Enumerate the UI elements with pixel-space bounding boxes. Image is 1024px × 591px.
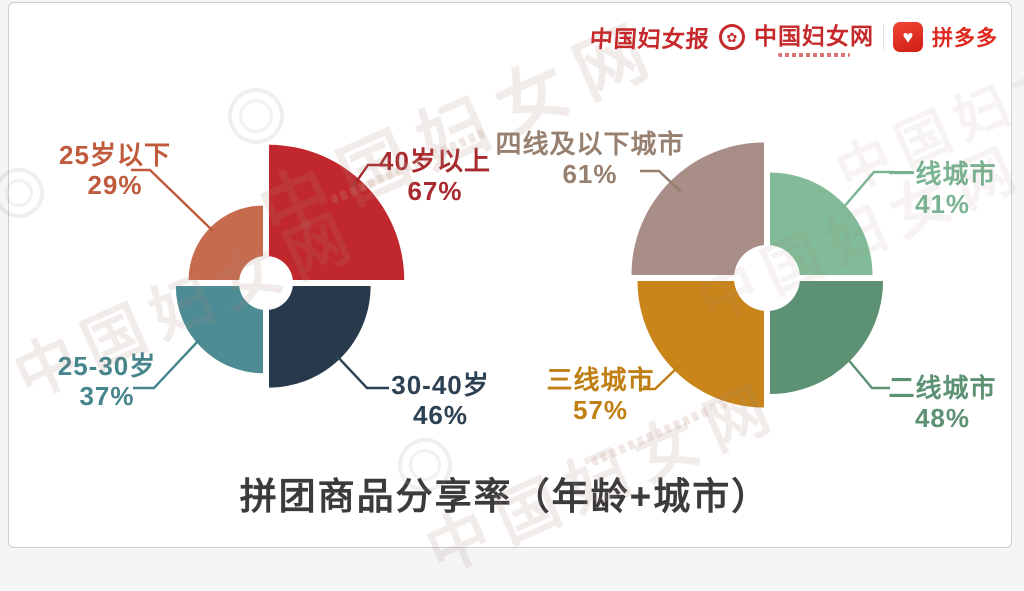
label-city-tier3: 三线城市 57% bbox=[546, 365, 655, 425]
label-leader-line bbox=[335, 354, 389, 390]
label-leader-line bbox=[133, 339, 200, 390]
label-age-under-25: 25岁以下 29% bbox=[59, 140, 171, 200]
china-womens-web-logo: 中国妇女网 bbox=[754, 17, 874, 57]
sector-城市-四线及以下城市 bbox=[631, 142, 764, 275]
sector-城市-二线城市 bbox=[770, 281, 883, 394]
label-leader-line bbox=[640, 169, 682, 193]
label-leader-line bbox=[842, 170, 894, 209]
label-leader-line bbox=[131, 168, 214, 232]
pinduoduo-heart-icon: ♥ bbox=[893, 22, 923, 52]
label-city-tier2: 二线城市 48% bbox=[888, 373, 997, 433]
womens-federation-emblem-icon: ✿ bbox=[719, 24, 745, 50]
logo-url-strip bbox=[778, 53, 850, 57]
donut-hole bbox=[734, 245, 800, 311]
header-logos: 中国妇女报 ✿ 中国妇女网 ♥ 拼多多 bbox=[588, 17, 998, 57]
logo-separator bbox=[883, 24, 884, 50]
label-age-30-40: 30-40岁 46% bbox=[391, 370, 490, 430]
label-leader-line bbox=[639, 365, 680, 391]
pinduoduo-logo: 拼多多 bbox=[932, 27, 998, 50]
label-age-25-30: 25-30岁 37% bbox=[57, 351, 157, 411]
label-leader-line bbox=[351, 163, 386, 189]
china-womens-news-logo: 中国妇女报 bbox=[588, 26, 711, 53]
sector-年龄-30-40岁 bbox=[269, 286, 371, 388]
label-city-tier1: 一线城市 41% bbox=[888, 159, 997, 219]
page-title: 拼团商品分享率（年龄+城市） bbox=[239, 476, 771, 517]
sector-年龄-25岁以下 bbox=[188, 205, 263, 280]
label-city-tier4: 四线及以下城市 61% bbox=[495, 129, 685, 189]
sector-年龄-25-30岁 bbox=[175, 286, 263, 374]
infographic-page: { "page": { "title": "拼团商品分享率（年龄+城市）", "… bbox=[0, 0, 1024, 558]
donut-hole bbox=[239, 256, 293, 310]
rose-charts-svg bbox=[131, 142, 894, 408]
label-leader-line bbox=[845, 356, 890, 390]
sector-城市-一线城市 bbox=[770, 172, 873, 275]
label-age-over-40: 40岁以上 67% bbox=[379, 146, 491, 206]
sector-城市-三线城市 bbox=[637, 281, 764, 408]
sector-年龄-40岁以上 bbox=[269, 144, 405, 280]
